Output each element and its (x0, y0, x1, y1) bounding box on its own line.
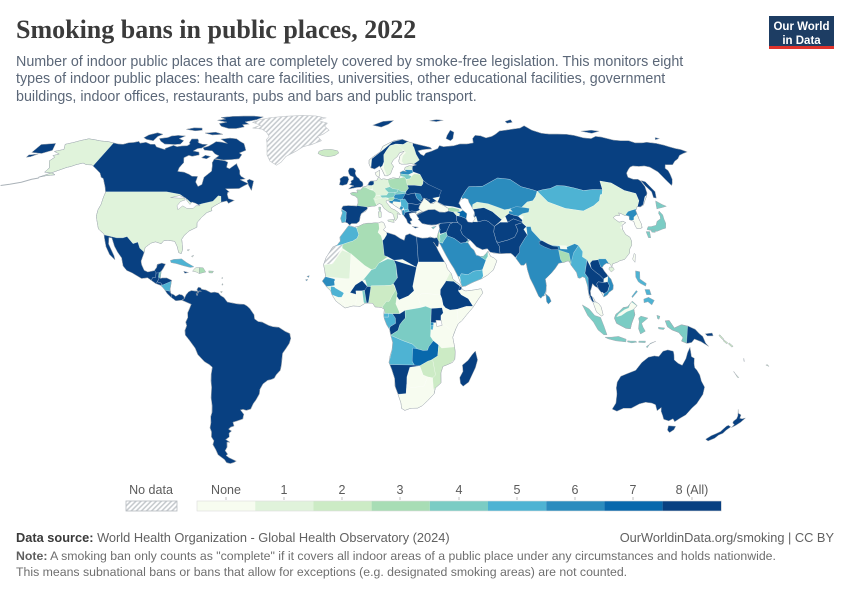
svg-text:8 (All): 8 (All) (676, 483, 709, 497)
svg-text:5: 5 (514, 483, 521, 497)
svg-text:6: 6 (572, 483, 579, 497)
svg-text:No data: No data (129, 483, 173, 497)
svg-text:7: 7 (630, 483, 637, 497)
svg-text:2: 2 (339, 483, 346, 497)
svg-text:None: None (211, 483, 241, 497)
svg-text:1: 1 (281, 483, 288, 497)
svg-text:4: 4 (456, 483, 463, 497)
svg-text:3: 3 (397, 483, 404, 497)
